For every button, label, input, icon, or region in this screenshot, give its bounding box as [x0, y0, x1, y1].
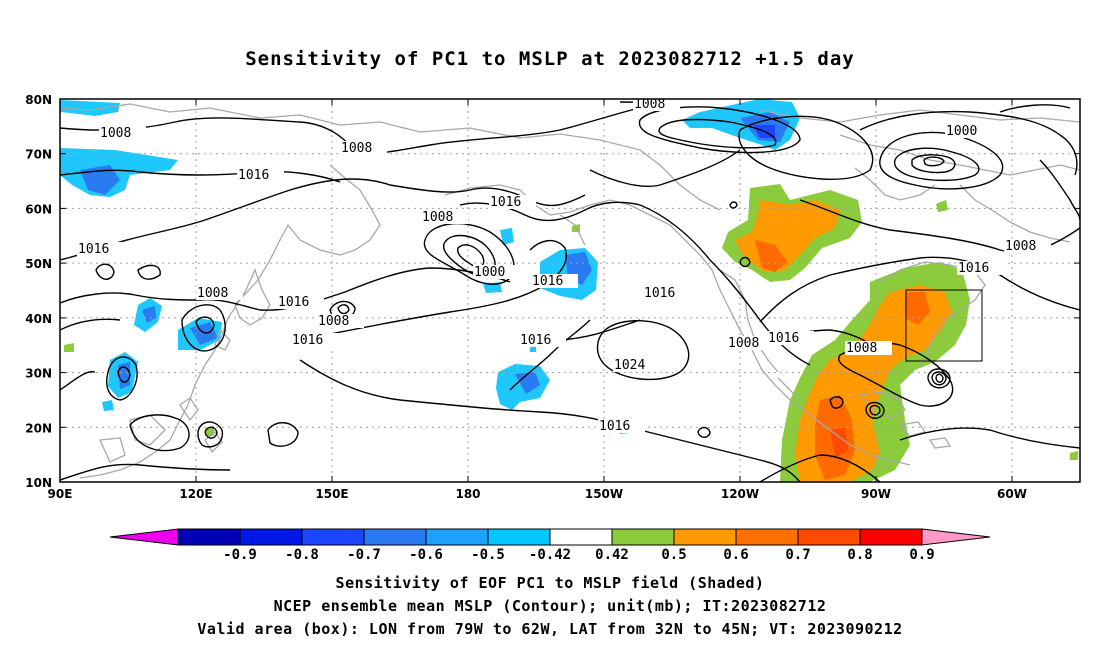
contour-label: 1000: [474, 265, 505, 280]
contour-labels: 1008 1008 1000 1008 1016 1016 1016 1008 …: [77, 97, 1051, 434]
valid-area-box: [905, 289, 983, 362]
contour-label: 1000: [946, 124, 977, 139]
contour-label: 1008: [728, 336, 759, 351]
contour-label: 1016: [278, 295, 309, 310]
colorbar-label: -0.42: [529, 547, 571, 563]
colorbar-cell: [549, 528, 613, 546]
colorbar-cell: [487, 528, 551, 546]
map-title: Sensitivity of PC1 to MSLP at 2023082712…: [245, 48, 855, 70]
caption-line-1: Sensitivity of EOF PC1 to MSLP field (Sh…: [335, 574, 765, 592]
colorbar-cell: [363, 528, 427, 546]
lon-label: 150E: [315, 487, 348, 501]
colorbar-label: 0.42: [595, 547, 629, 563]
contour-label: 1016: [958, 261, 989, 276]
colorbar-label: -0.5: [471, 547, 505, 563]
colorbar-label: 0.8: [847, 547, 872, 563]
contour-label: 1016: [768, 331, 799, 346]
colorbar-cell: [859, 528, 923, 546]
colorbar-label: 0.5: [661, 547, 686, 563]
lat-label: 50N: [25, 257, 52, 271]
lat-label: 60N: [25, 202, 52, 216]
caption-line-3: Valid area (box): LON from 79W to 62W, L…: [197, 620, 903, 638]
lon-label: 120W: [721, 487, 759, 501]
colorbar-cell: [177, 528, 241, 546]
lat-label: 40N: [25, 312, 52, 326]
caption-line-2: NCEP ensemble mean MSLP (Contour); unit(…: [273, 597, 827, 615]
lon-label: 60W: [997, 487, 1027, 501]
lon-label: 90E: [48, 487, 73, 501]
colorbar-cell: [301, 528, 365, 546]
colorbar-label: 0.9: [909, 547, 934, 563]
colorbar: -0.9 -0.8 -0.7 -0.6 -0.5 -0.42 0.42 0.5 0.6 0.7 0.…: [109, 528, 991, 563]
lon-label: 90W: [861, 487, 891, 501]
contour-label: 1016: [599, 419, 630, 434]
longitude-labels: 90E 120E 150E 180 150W 120W 90W 60W: [48, 487, 1027, 501]
colorbar-label: 0.6: [723, 547, 748, 563]
contour-label: 1016: [292, 333, 323, 348]
contour-label: 1008: [341, 141, 372, 156]
colorbar-cell: [673, 528, 737, 546]
colorbar-label: -0.7: [347, 547, 381, 563]
lat-label: 30N: [25, 367, 52, 381]
contour-label: 1016: [520, 333, 551, 348]
colorbar-cell: [611, 528, 675, 546]
colorbar-cell: [797, 528, 861, 546]
contour-label: 1008: [422, 210, 453, 225]
colorbar-label: -0.6: [409, 547, 443, 563]
colorbar-end-low: [109, 528, 179, 546]
colorbar-label: -0.9: [223, 547, 257, 563]
contour-label: 1008: [846, 341, 877, 356]
contour-label: 1016: [490, 195, 521, 210]
contour-label: 1008: [634, 97, 665, 112]
contour-label: 1008: [1005, 239, 1036, 254]
mslp-contours: [60, 99, 1080, 482]
lat-label: 70N: [25, 148, 52, 162]
lat-label: 80N: [25, 93, 52, 107]
contour-label: 1016: [238, 168, 269, 183]
colorbar-cell: [425, 528, 489, 546]
contour-label: 1016: [78, 242, 109, 257]
graticule: [60, 99, 1080, 482]
contour-label: 1024: [614, 358, 645, 373]
colorbar-label: -0.8: [285, 547, 319, 563]
lon-label: 150W: [585, 487, 623, 501]
colorbar-cell: [239, 528, 303, 546]
colorbar-cell: [735, 528, 799, 546]
contour-label: 1008: [318, 314, 349, 329]
colorbar-label: 0.7: [785, 547, 810, 563]
contour-label: 1016: [532, 274, 563, 289]
lon-label: 120E: [179, 487, 212, 501]
colorbar-end-high: [921, 528, 991, 546]
coastlines: [60, 103, 1080, 479]
lon-label: 180: [455, 487, 480, 501]
contour-label: 1008: [197, 286, 228, 301]
map-frame: [59, 98, 1081, 483]
axis-ticks: [60, 98, 1080, 483]
latitude-labels: 80N 70N 60N 50N 40N 30N 20N 10N: [25, 93, 52, 490]
contour-label: 1016: [644, 286, 675, 301]
lat-label: 10N: [25, 476, 52, 490]
contour-label: 1008: [100, 126, 131, 141]
lat-label: 20N: [25, 421, 52, 435]
